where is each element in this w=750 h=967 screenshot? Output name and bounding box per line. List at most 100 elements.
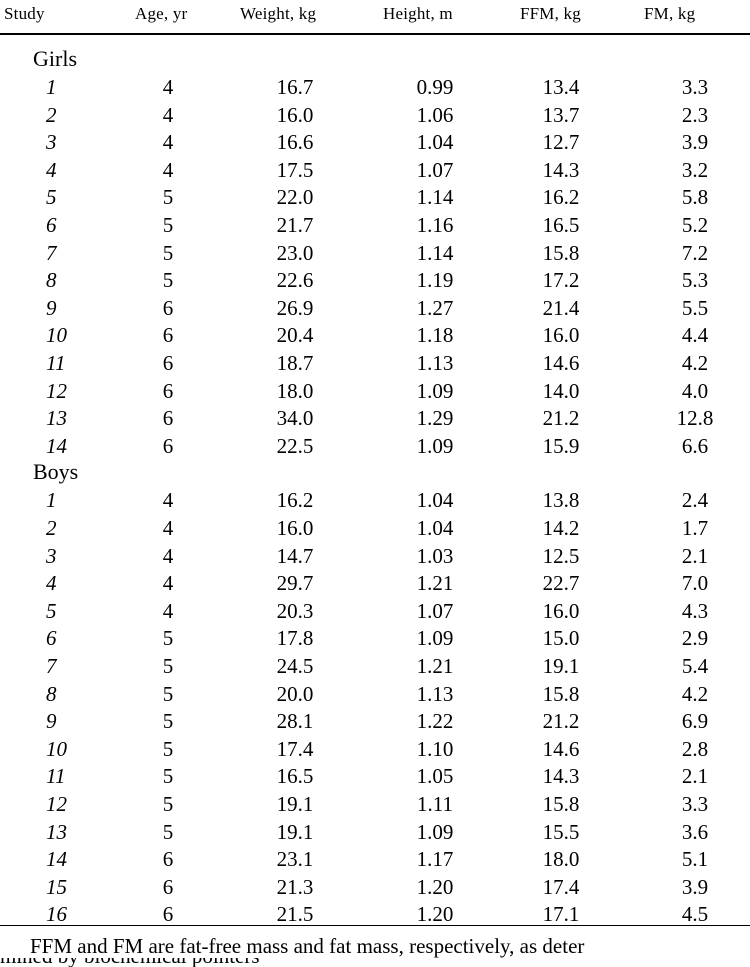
cell-height: 1.27 [416, 295, 454, 320]
table-row: 7 5 24.5 1.21 19.1 5.4 [0, 653, 750, 680]
header-age: Age, yr [135, 4, 188, 23]
cell-study: 13 [46, 406, 67, 431]
header-ffm: FFM, kg [520, 4, 581, 23]
cell-age: 4 [162, 75, 174, 99]
cell-study: 15 [46, 874, 67, 899]
cell-height: 1.21 [416, 654, 454, 678]
table-row: 6 5 21.7 1.16 16.5 5.2 [0, 212, 750, 239]
table-row: 4 4 29.7 1.21 22.7 7.0 [0, 570, 750, 597]
table-row: 10 6 20.4 1.18 16.0 4.4 [0, 322, 750, 349]
table-row: 12 5 19.1 1.11 15.8 3.3 [0, 791, 750, 818]
cell-weight: 23.0 [276, 240, 314, 265]
cell-fm: 5.5 [681, 295, 709, 320]
cell-ffm: 16.0 [542, 323, 580, 348]
cell-age: 5 [162, 819, 174, 844]
cell-ffm: 14.0 [542, 378, 580, 403]
cell-fm: 2.4 [681, 488, 709, 513]
cell-study: 4 [46, 157, 57, 182]
cell-weight: 16.0 [276, 516, 314, 540]
table-row: 2 4 16.0 1.06 13.7 2.3 [0, 102, 750, 129]
cell-ffm: 14.6 [542, 351, 580, 375]
cell-fm: 7.0 [681, 571, 709, 596]
cell-study: 12 [46, 792, 67, 816]
cell-ffm: 14.2 [542, 516, 580, 540]
table-row: 5 5 22.0 1.14 16.2 5.8 [0, 184, 750, 211]
cell-age: 5 [162, 213, 174, 237]
table-footnote-line2: mined by biochemical pointers [0, 958, 260, 967]
cell-ffm: 15.8 [542, 792, 580, 816]
cell-weight: 21.5 [276, 902, 314, 927]
cell-weight: 26.9 [276, 295, 314, 320]
cell-fm: 7.2 [681, 240, 709, 265]
cell-ffm: 15.0 [542, 626, 580, 651]
table-footnote-continuation: mined by biochemical pointers [0, 958, 750, 967]
cell-study: 2 [46, 102, 57, 127]
cell-study: 6 [46, 626, 57, 651]
cell-fm: 3.9 [681, 130, 709, 155]
cell-height: 1.18 [416, 323, 454, 348]
cell-height: 1.17 [416, 847, 454, 872]
table-row: 16 6 21.5 1.20 17.1 4.5 [0, 901, 750, 928]
table-row: 14 6 23.1 1.17 18.0 5.1 [0, 846, 750, 873]
cell-weight: 19.1 [276, 792, 314, 816]
header-weight: Weight, kg [240, 4, 317, 23]
cell-ffm: 15.5 [542, 819, 580, 844]
cell-fm: 4.5 [681, 902, 709, 927]
cell-ffm: 15.8 [542, 681, 580, 706]
cell-weight: 23.1 [276, 847, 314, 872]
cell-fm: 2.1 [681, 764, 709, 789]
cell-age: 5 [162, 681, 174, 706]
cell-age: 6 [162, 847, 174, 872]
cell-height: 1.13 [416, 351, 454, 375]
cell-ffm: 17.4 [542, 874, 580, 899]
cell-weight: 21.3 [276, 874, 314, 899]
cell-height: 1.04 [416, 488, 454, 513]
cell-fm: 5.1 [681, 847, 709, 872]
table-row: 1 4 16.7 0.99 13.4 3.3 [0, 74, 750, 101]
cell-fm: 4.3 [681, 598, 709, 623]
table-row: 8 5 22.6 1.19 17.2 5.3 [0, 267, 750, 294]
cell-weight: 18.7 [276, 351, 314, 375]
cell-height: 1.10 [416, 736, 454, 761]
table-row: 3 4 16.6 1.04 12.7 3.9 [0, 129, 750, 156]
cell-fm: 2.3 [681, 102, 709, 127]
cell-age: 5 [162, 626, 174, 651]
cell-study: 6 [46, 213, 57, 237]
cell-fm: 4.2 [681, 681, 709, 706]
cell-study: 3 [46, 130, 57, 155]
cell-study: 1 [46, 488, 57, 513]
table-row: 15 6 21.3 1.20 17.4 3.9 [0, 874, 750, 901]
table-row: 6 5 17.8 1.09 15.0 2.9 [0, 625, 750, 652]
cell-study: 11 [46, 764, 66, 789]
cell-weight: 16.0 [276, 102, 314, 127]
cell-height: 1.09 [416, 433, 454, 458]
table-row: 9 6 26.9 1.27 21.4 5.5 [0, 295, 750, 322]
cell-weight: 19.1 [276, 819, 314, 844]
cell-age: 6 [162, 433, 174, 458]
cell-study: 5 [46, 185, 57, 210]
cell-study: 10 [46, 323, 67, 348]
cell-age: 6 [162, 902, 174, 927]
cell-age: 4 [162, 130, 174, 155]
cell-ffm: 13.8 [542, 488, 580, 513]
table-row: 11 5 16.5 1.05 14.3 2.1 [0, 763, 750, 790]
cell-fm: 3.3 [681, 75, 709, 99]
cell-fm: 12.8 [676, 406, 714, 431]
cell-study: 9 [46, 295, 57, 320]
cell-fm: 5.8 [681, 185, 709, 210]
cell-age: 5 [162, 709, 174, 734]
cell-study: 8 [46, 268, 57, 293]
cell-ffm: 21.2 [542, 406, 580, 431]
cell-fm: 6.9 [681, 709, 709, 734]
cell-height: 1.07 [416, 157, 454, 182]
cell-ffm: 14.3 [542, 764, 580, 789]
cell-fm: 3.2 [681, 157, 709, 182]
table-row: 7 5 23.0 1.14 15.8 7.2 [0, 240, 750, 267]
cell-ffm: 21.4 [542, 295, 580, 320]
cell-study: 10 [46, 736, 67, 761]
cell-weight: 16.6 [276, 130, 314, 155]
cell-weight: 21.7 [276, 213, 314, 237]
cell-age: 4 [162, 102, 174, 127]
cell-study: 1 [46, 75, 57, 99]
cell-fm: 5.3 [681, 268, 709, 293]
